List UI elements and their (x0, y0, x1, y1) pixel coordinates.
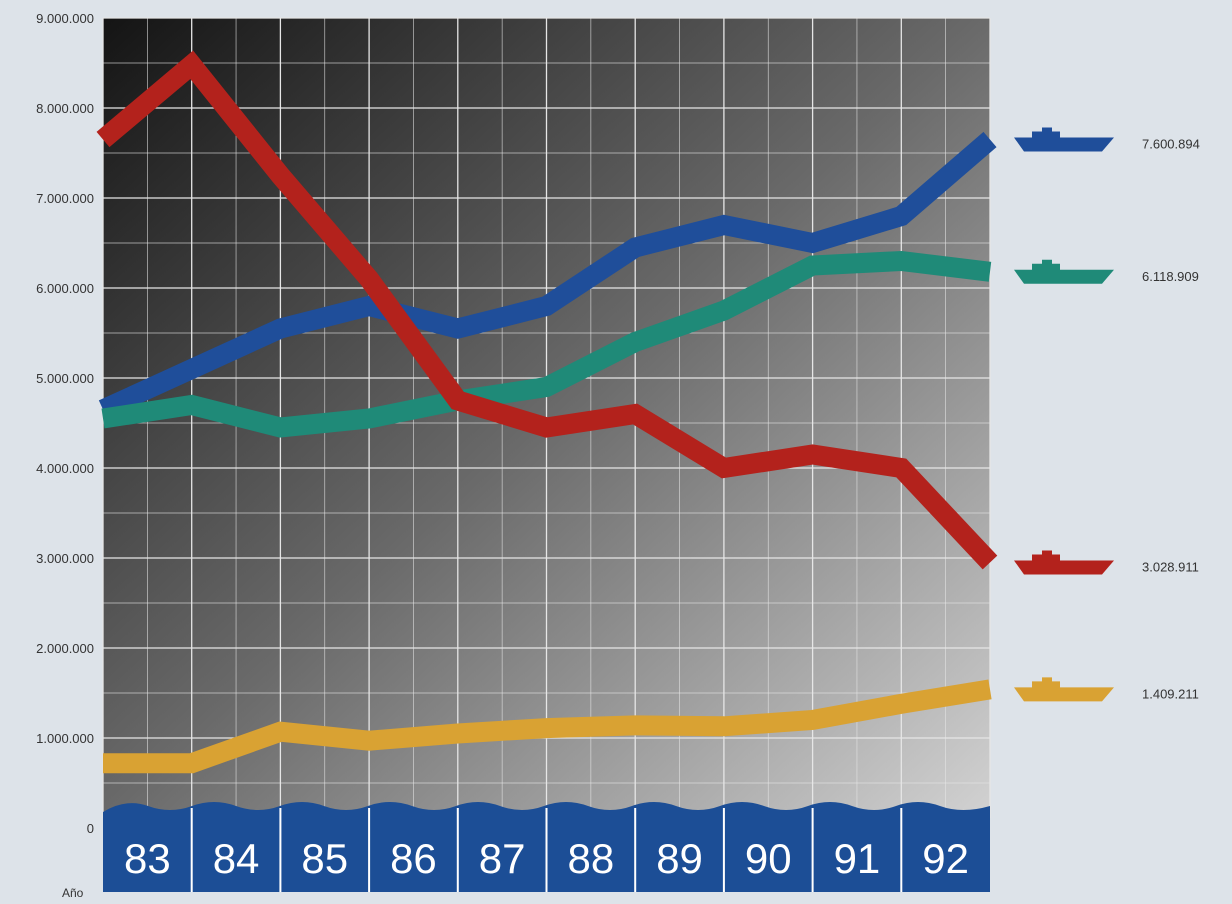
legend-item: 1.409.211 (1014, 677, 1199, 702)
legend-item: 6.118.909 (1014, 259, 1199, 284)
legend-value: 3.028.911 (1142, 560, 1199, 575)
legend-item: 3.028.911 (1014, 550, 1199, 575)
y-tick-label: 4.000.000 (36, 461, 94, 476)
y-tick-label: 9.000.000 (36, 11, 94, 26)
ship-icon (1014, 127, 1114, 152)
y-axis: 0 1.000.000 2.000.000 3.000.000 4.000.000 5.0… (36, 11, 94, 836)
y-tick-label: 6.000.000 (36, 281, 94, 296)
series-line (96, 50, 998, 570)
y-tick-label: 3.000.000 (36, 551, 94, 566)
x-category-label: 92 (922, 835, 969, 882)
series-lines (96, 50, 998, 774)
ship-icon (1014, 677, 1114, 702)
series-line (101, 250, 992, 438)
x-category-label: 89 (656, 835, 703, 882)
y-tick-label: 0 (87, 821, 94, 836)
y-tick-label: 5.000.000 (36, 371, 94, 386)
ship-icon (1014, 259, 1114, 284)
x-category-label: 85 (301, 835, 348, 882)
y-tick-label: 7.000.000 (36, 191, 94, 206)
y-tick-label: 2.000.000 (36, 641, 94, 656)
x-axis-label: Año (62, 886, 84, 900)
y-tick-label: 1.000.000 (36, 731, 94, 746)
x-category-label: 88 (567, 835, 614, 882)
x-category-label: 87 (479, 835, 526, 882)
x-category-label: 84 (213, 835, 260, 882)
ship-icon (1014, 550, 1114, 575)
legend: 7.600.894 6.118.909 3.028.911 1.409.211 (1014, 127, 1200, 702)
x-axis-categories: 83 84 85 86 87 88 89 90 91 92 (124, 808, 969, 892)
legend-value: 1.409.211 (1142, 686, 1199, 701)
x-category-label: 90 (745, 835, 792, 882)
x-category-label: 86 (390, 835, 437, 882)
legend-value: 6.118.909 (1142, 269, 1199, 284)
x-category-label: 83 (124, 835, 171, 882)
series-line (98, 131, 997, 419)
series-line (103, 679, 992, 774)
y-tick-label: 8.000.000 (36, 101, 94, 116)
legend-value: 7.600.894 (1142, 137, 1200, 152)
legend-item: 7.600.894 (1014, 127, 1200, 152)
x-category-label: 91 (834, 835, 881, 882)
